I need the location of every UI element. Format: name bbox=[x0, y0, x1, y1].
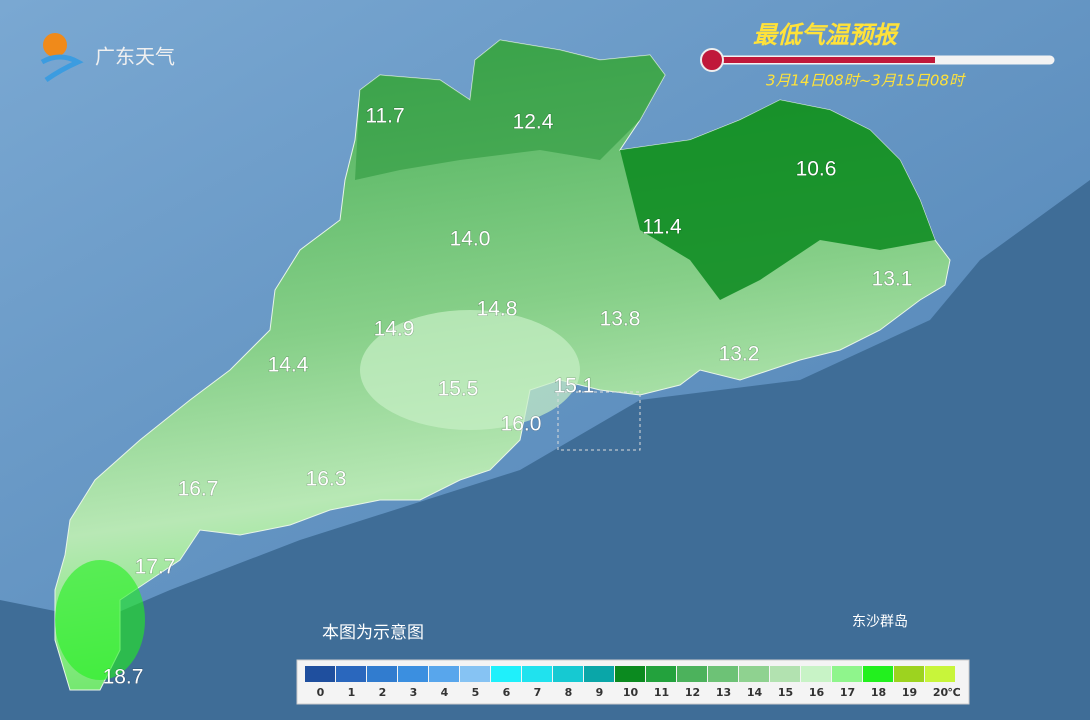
legend-label: 1 bbox=[348, 686, 356, 699]
legend-swatch bbox=[460, 666, 490, 682]
temp-label: 13.1 bbox=[872, 268, 913, 291]
legend-label: 8 bbox=[565, 686, 573, 699]
logo-text: 广东天气 bbox=[95, 45, 175, 69]
temp-label: 15.1 bbox=[554, 375, 595, 398]
legend-label: 0 bbox=[317, 686, 325, 699]
temp-label: 17.7 bbox=[135, 556, 176, 579]
legend-swatch bbox=[553, 666, 583, 682]
temp-label: 16.0 bbox=[501, 413, 542, 436]
logo-swirl bbox=[40, 54, 84, 83]
legend-label: 17 bbox=[840, 686, 855, 699]
legend-label: 19 bbox=[902, 686, 917, 699]
temp-label: 11.4 bbox=[642, 216, 682, 239]
temp-label: 11.7 bbox=[365, 105, 404, 128]
legend-swatch bbox=[863, 666, 893, 682]
temp-label: 10.6 bbox=[796, 158, 837, 181]
legend-swatch bbox=[305, 666, 335, 682]
legend-label: 4 bbox=[441, 686, 449, 699]
legend-label: 9 bbox=[596, 686, 604, 699]
note: 本图为示意图 bbox=[322, 623, 424, 643]
temp-label: 15.5 bbox=[438, 378, 479, 401]
legend-swatch bbox=[925, 666, 955, 682]
legend-label: 10 bbox=[623, 686, 639, 699]
legend-swatch bbox=[801, 666, 831, 682]
legend-label: 14 bbox=[747, 686, 763, 699]
delta-zone bbox=[360, 310, 580, 430]
title: 最低气温预报 bbox=[753, 21, 900, 49]
legend-label: 11 bbox=[654, 686, 669, 699]
legend-swatch bbox=[615, 666, 645, 682]
legend-swatch bbox=[584, 666, 614, 682]
legend-swatch bbox=[398, 666, 428, 682]
temp-label: 14.4 bbox=[268, 354, 309, 377]
legend-swatch bbox=[832, 666, 862, 682]
legend-label: 2 bbox=[379, 686, 387, 699]
legend-label: 5 bbox=[472, 686, 480, 699]
legend-label: 12 bbox=[685, 686, 700, 699]
legend-swatch bbox=[522, 666, 552, 682]
legend-swatch bbox=[429, 666, 459, 682]
temp-label: 14.0 bbox=[450, 228, 491, 251]
legend-swatch bbox=[646, 666, 676, 682]
legend-label: 3 bbox=[410, 686, 418, 699]
temp-label: 16.3 bbox=[306, 468, 347, 491]
legend-label: 16 bbox=[809, 686, 825, 699]
legend-swatch bbox=[491, 666, 521, 682]
legend-swatch bbox=[894, 666, 924, 682]
temp-label: 12.4 bbox=[513, 111, 554, 134]
north-zone bbox=[355, 40, 665, 180]
subtitle: 3月14日08时~3月15日08时 bbox=[766, 72, 966, 90]
south-zone bbox=[55, 560, 145, 680]
logo-icon bbox=[43, 33, 67, 57]
legend-label: 6 bbox=[503, 686, 511, 699]
legend-swatch bbox=[770, 666, 800, 682]
legend-label: 13 bbox=[716, 686, 731, 699]
legend-swatch bbox=[336, 666, 366, 682]
temp-label: 18.7 bbox=[103, 666, 144, 689]
cold-zone bbox=[620, 100, 935, 300]
thermo-bulb bbox=[700, 48, 724, 72]
legend-swatch bbox=[739, 666, 769, 682]
temp-label: 14.8 bbox=[477, 298, 518, 321]
legend-label: 15 bbox=[778, 686, 793, 699]
legend-unit: ℃ bbox=[947, 686, 960, 699]
hk-box bbox=[557, 391, 641, 451]
legend-label: 18 bbox=[871, 686, 886, 699]
legend-swatch bbox=[367, 666, 397, 682]
temp-label: 16.7 bbox=[178, 478, 219, 501]
temp-label: 14.9 bbox=[374, 318, 415, 341]
legend-swatch bbox=[677, 666, 707, 682]
temp-label: 13.8 bbox=[600, 308, 641, 331]
legend-label: 7 bbox=[534, 686, 542, 699]
island-label: 东沙群岛 bbox=[852, 614, 908, 630]
temp-label: 13.2 bbox=[719, 343, 760, 366]
legend-swatch bbox=[708, 666, 738, 682]
legend-label: 20 bbox=[933, 686, 949, 699]
